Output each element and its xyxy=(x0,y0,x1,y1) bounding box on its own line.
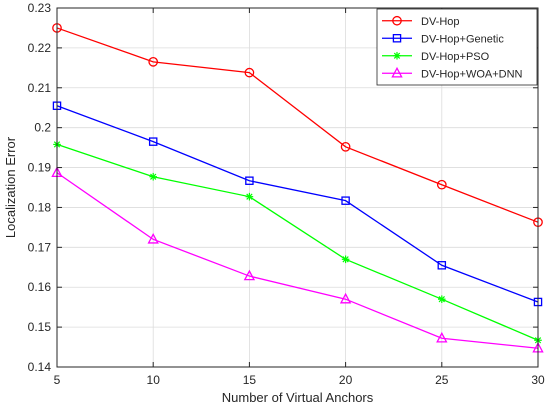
x-tick-label: 10 xyxy=(147,373,161,387)
x-tick-label: 25 xyxy=(435,373,449,387)
series-line xyxy=(56,27,539,223)
x-tick-label: 5 xyxy=(54,373,61,387)
data-point xyxy=(147,232,159,244)
y-tick-label: 0.2 xyxy=(34,121,51,135)
legend-marker xyxy=(392,15,402,26)
data-point xyxy=(438,295,446,303)
legend-entry: DV-Hop+WOA+DNN xyxy=(382,66,523,80)
y-tick-label: 0.22 xyxy=(28,41,52,55)
data-point xyxy=(245,192,254,201)
y-axis-label: Localization Error xyxy=(3,136,18,238)
legend-label: DV-Hop+WOA+DNN xyxy=(421,68,523,80)
legend-label: DV-Hop+PSO xyxy=(421,51,490,63)
series-line xyxy=(56,143,539,341)
data-point xyxy=(244,67,255,78)
y-tick-label: 0.16 xyxy=(28,280,52,294)
legend-entry: DV-Hop+PSO xyxy=(382,51,490,63)
legend-marker xyxy=(391,66,403,78)
legend-entry: DV-Hop xyxy=(382,16,460,28)
data-point xyxy=(436,179,447,190)
legend-label: DV-Hop+Genetic xyxy=(421,33,504,45)
data-point xyxy=(340,141,351,152)
data-point xyxy=(341,196,350,205)
legend-marker xyxy=(393,51,401,60)
series-3 xyxy=(53,140,542,345)
plot-frame xyxy=(56,7,539,368)
legend-marker xyxy=(392,34,402,43)
series-line xyxy=(56,105,539,303)
data-point xyxy=(437,261,447,270)
x-tick-label: 30 xyxy=(531,373,545,387)
y-tick-label: 0.17 xyxy=(28,240,52,254)
data-point xyxy=(243,269,256,281)
x-tick-label: 20 xyxy=(339,373,353,387)
series-line xyxy=(56,172,539,349)
y-tick-label: 0.19 xyxy=(28,161,52,175)
legend-box xyxy=(376,8,538,86)
data-point xyxy=(148,56,159,67)
series-1 xyxy=(52,23,543,228)
y-tick-label: 0.23 xyxy=(28,1,52,15)
series-layer xyxy=(51,23,544,353)
data-point xyxy=(148,137,158,146)
y-tick-label: 0.14 xyxy=(28,360,52,374)
data-point xyxy=(341,255,350,264)
data-point xyxy=(339,292,352,304)
y-tick-label: 0.18 xyxy=(28,200,52,214)
y-tick-label: 0.21 xyxy=(28,81,52,95)
x-axis-label: Number of Virtual Anchors xyxy=(222,390,374,405)
series-4 xyxy=(51,166,544,353)
ticks: 5 10 15 20 25 30 0.14 0.15 0.16 0.17 0.18 0.19 0.2 0.… xyxy=(28,1,545,387)
legend: DV-Hop DV-Hop+Genetic DV-Hop+PSO DV-Hop+WOA… xyxy=(376,8,538,86)
data-point xyxy=(149,172,157,181)
legend-label: DV-Hop xyxy=(421,16,460,28)
data-point xyxy=(436,331,448,343)
x-tick-label: 15 xyxy=(243,373,257,387)
legend-entry: DV-Hop+Genetic xyxy=(382,33,504,45)
data-point xyxy=(245,176,254,185)
y-tick-label: 0.15 xyxy=(28,320,52,334)
